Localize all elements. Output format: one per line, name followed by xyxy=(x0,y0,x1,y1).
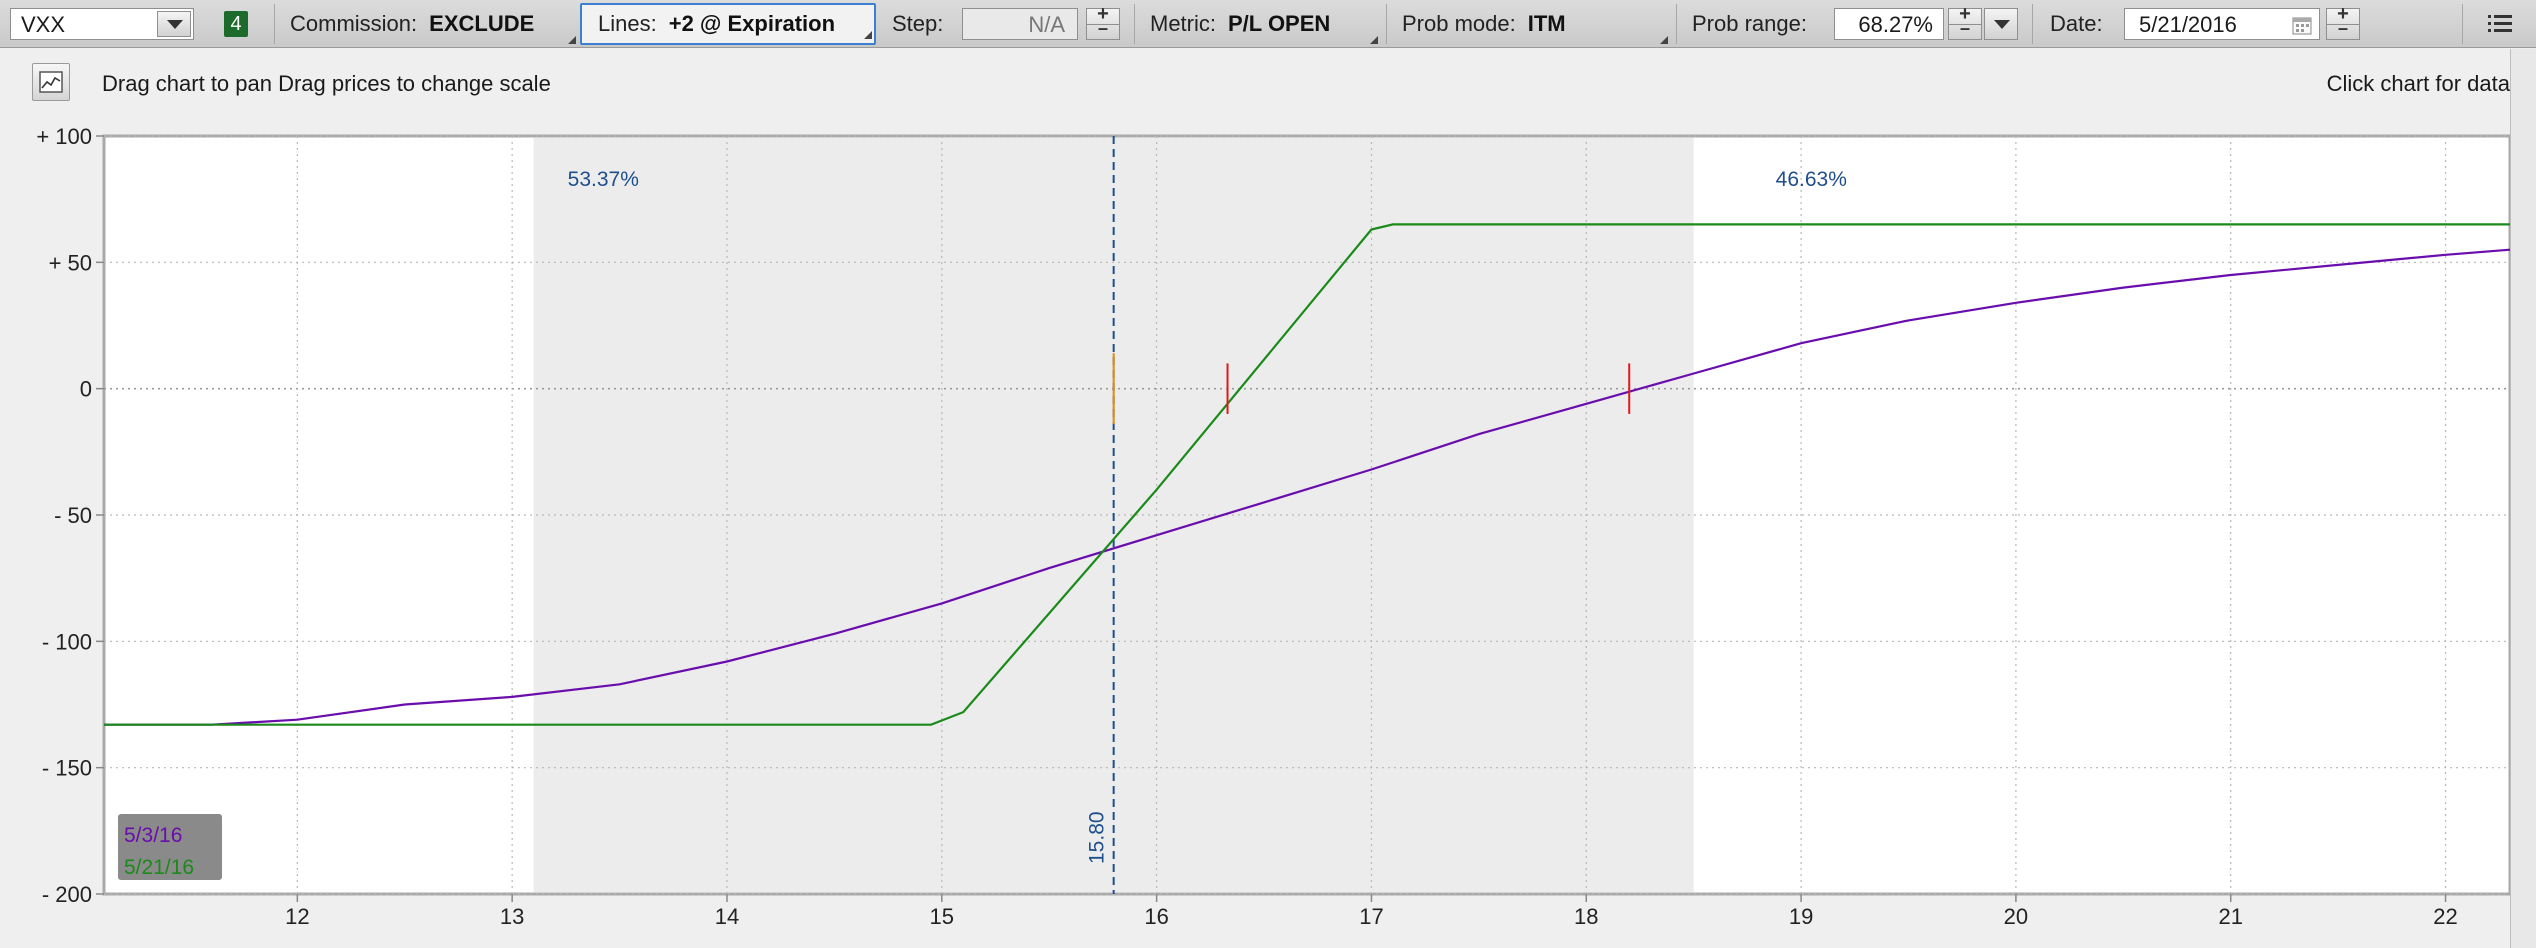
y-tick-label: 0 xyxy=(80,377,92,402)
x-tick-label: 15 xyxy=(930,904,954,929)
x-tick-label: 22 xyxy=(2433,904,2457,929)
menu-list-icon[interactable] xyxy=(2488,13,2514,35)
x-tick-label: 21 xyxy=(2218,904,2242,929)
step-value: N/A xyxy=(1028,12,1065,37)
metric-value: P/L OPEN xyxy=(1228,11,1331,36)
chart-header: Drag chart to pan Drag prices to change … xyxy=(0,49,2536,133)
chart-settings-button[interactable] xyxy=(32,63,70,101)
y-tick-label: + 100 xyxy=(36,124,92,149)
commission-value: EXCLUDE xyxy=(429,11,535,36)
lines-control[interactable]: Lines: +2 @ Expiration xyxy=(580,3,876,45)
probrange-field[interactable]: 68.27% xyxy=(1834,8,1944,40)
step-spinner[interactable] xyxy=(1086,3,1120,40)
lines-menu-indicator xyxy=(864,31,872,39)
y-tick-label: - 150 xyxy=(42,756,92,781)
probrange-dropdown-button[interactable] xyxy=(1984,8,2018,40)
legend-entry-2: 5/21/16 xyxy=(124,856,194,879)
x-tick-label: 16 xyxy=(1144,904,1168,929)
metric-menu-indicator xyxy=(1370,36,1378,44)
lines-label: Lines: xyxy=(598,11,657,36)
legend-entry-1: 5/3/16 xyxy=(124,824,182,847)
y-tick-label: - 100 xyxy=(42,629,92,654)
toolbar-divider xyxy=(2462,4,2463,44)
toolbar-divider xyxy=(1386,4,1387,44)
prob-right-label: 46.63% xyxy=(1776,168,1847,191)
x-tick-label: 18 xyxy=(1574,904,1598,929)
chart-icon xyxy=(39,71,63,93)
symbol-dropdown-button[interactable] xyxy=(157,11,191,37)
probmode-label: Prob mode: xyxy=(1402,11,1516,36)
legend-background xyxy=(118,814,222,880)
x-tick-label: 17 xyxy=(1359,904,1383,929)
probrange-label: Prob range: xyxy=(1692,11,1807,36)
date-field[interactable]: 5/21/2016 xyxy=(2124,8,2320,40)
series-line-2 xyxy=(104,223,2510,726)
probrange-spinner[interactable] xyxy=(1948,3,1982,40)
step-label: Step: xyxy=(892,11,944,36)
date-control: Date: xyxy=(2050,0,2115,48)
calendar-icon[interactable] xyxy=(2291,14,2313,36)
symbol-selector[interactable]: VXX xyxy=(10,8,194,40)
lines-value: +2 @ Expiration xyxy=(668,11,836,36)
chart-data-hint: Click chart for data xyxy=(2326,71,2510,96)
y-tick-label: - 50 xyxy=(54,503,92,528)
date-label: Date: xyxy=(2050,11,2103,36)
x-tick-label: 19 xyxy=(1789,904,1813,929)
x-tick-label: 12 xyxy=(285,904,309,929)
step-control: Step: xyxy=(892,0,955,48)
options-toolbar: VXX 4 Commission: EXCLUDE Lines: +2 @ Ex… xyxy=(0,0,2536,48)
symbol-value: VXX xyxy=(21,12,66,37)
x-tick-label: 13 xyxy=(500,904,524,929)
step-field[interactable]: N/A xyxy=(962,8,1078,40)
x-tick-label: 14 xyxy=(715,904,739,929)
toolbar-divider xyxy=(2032,4,2033,44)
date-value: 5/21/2016 xyxy=(2139,12,2237,37)
chart-hint-text: Drag chart to pan Drag prices to change … xyxy=(102,71,551,96)
metric-control[interactable]: Metric: P/L OPEN xyxy=(1150,0,1380,48)
metric-label: Metric: xyxy=(1150,11,1216,36)
toolbar-divider xyxy=(274,4,275,44)
prob-left-label: 53.37% xyxy=(568,168,639,191)
commission-control[interactable]: Commission: EXCLUDE xyxy=(290,0,578,48)
probmode-menu-indicator xyxy=(1660,36,1668,44)
probmode-value: ITM xyxy=(1527,11,1566,36)
toolbar-divider xyxy=(1134,4,1135,44)
probrange-control: Prob range: xyxy=(1692,0,1819,48)
probrange-value: 68.27% xyxy=(1858,12,1933,37)
x-tick-label: 20 xyxy=(2004,904,2028,929)
chart-scrollbar[interactable] xyxy=(2510,49,2536,948)
y-tick-label: + 50 xyxy=(49,250,92,275)
y-tick-label: - 200 xyxy=(42,882,92,907)
lines-content: Lines: +2 @ Expiration xyxy=(598,5,835,43)
link-group-badge[interactable]: 4 xyxy=(224,11,248,37)
commission-label: Commission: xyxy=(290,11,418,36)
series-line-1 xyxy=(104,248,2511,726)
current-price-label: 15.80 xyxy=(1086,811,1109,864)
date-spinner[interactable] xyxy=(2326,3,2360,40)
chart-legend: 5/3/16 5/21/16 xyxy=(118,814,222,880)
commission-menu-indicator xyxy=(568,36,576,44)
probmode-control[interactable]: Prob mode: ITM xyxy=(1402,0,1670,48)
toolbar-divider xyxy=(1676,4,1677,44)
